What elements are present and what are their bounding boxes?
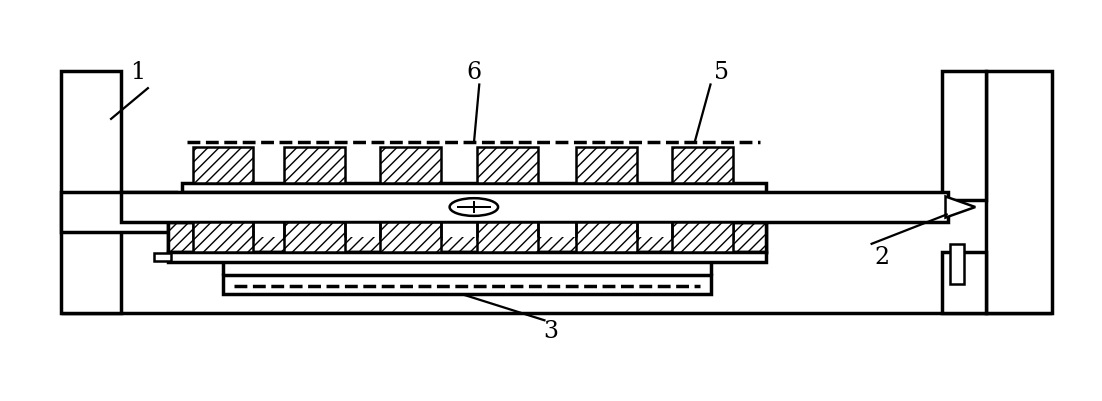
Text: 5: 5: [714, 61, 730, 84]
Bar: [672, 223, 733, 239]
Bar: [942, 253, 986, 313]
Bar: [61, 192, 176, 233]
Bar: [672, 148, 733, 184]
Bar: [284, 223, 345, 253]
Bar: [576, 223, 637, 253]
Bar: [168, 223, 766, 253]
Text: 6: 6: [466, 61, 482, 84]
Bar: [576, 148, 637, 184]
Bar: [477, 148, 538, 184]
Bar: [477, 223, 538, 239]
Bar: [193, 148, 253, 184]
Bar: [154, 254, 171, 262]
Bar: [223, 275, 711, 295]
Text: 1: 1: [130, 61, 145, 84]
Bar: [986, 72, 1052, 313]
Bar: [950, 245, 964, 285]
Bar: [538, 223, 576, 237]
Bar: [168, 253, 766, 263]
Bar: [942, 72, 986, 200]
Bar: [193, 223, 253, 239]
Text: 2: 2: [874, 245, 889, 268]
Bar: [441, 223, 477, 237]
Bar: [61, 72, 121, 313]
Text: 3: 3: [543, 319, 559, 342]
Bar: [168, 223, 766, 253]
Bar: [121, 192, 948, 223]
Bar: [284, 223, 345, 239]
Bar: [637, 223, 672, 237]
Polygon shape: [946, 197, 975, 218]
Bar: [477, 223, 538, 253]
Bar: [380, 148, 441, 184]
Bar: [380, 223, 441, 239]
Bar: [345, 223, 380, 237]
Bar: [182, 184, 766, 192]
Bar: [284, 148, 345, 184]
Bar: [672, 223, 733, 253]
Bar: [576, 223, 637, 239]
Bar: [380, 223, 441, 253]
Bar: [253, 223, 284, 237]
Bar: [193, 223, 253, 253]
